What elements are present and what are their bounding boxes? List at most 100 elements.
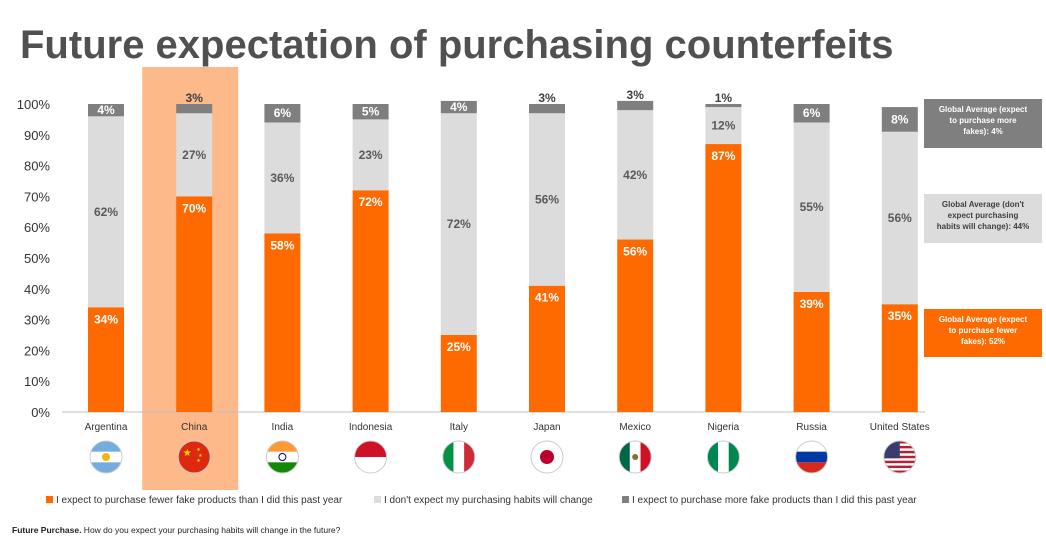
data-label-united-states-series-1: 35%: [888, 309, 912, 323]
category-label: Russia: [796, 422, 827, 433]
flag-band: [795, 451, 828, 463]
data-label-indonesia-series-1: 72%: [359, 195, 383, 209]
bar-china-series-2: [176, 113, 213, 197]
data-label-japan-series-3: 3%: [538, 91, 556, 105]
data-label-china-series-2: 27%: [182, 148, 206, 162]
legend-swatch: [374, 496, 381, 503]
flag-outline: [795, 440, 829, 474]
flag-band: [795, 441, 828, 452]
global-average-box: [924, 309, 1042, 357]
legend-label: I expect to purchase fewer fake products…: [56, 495, 343, 506]
category-label: Mexico: [619, 422, 651, 433]
footnote: Future Purchase. How do you expect your …: [12, 525, 341, 535]
data-label-mexico-series-2: 42%: [623, 168, 647, 182]
bar-russia-series-2: [793, 122, 830, 292]
data-label-nigeria-series-1: 87%: [711, 149, 735, 163]
flag-band: [266, 441, 299, 452]
flag-band: [883, 470, 916, 473]
flag-band: [883, 460, 916, 464]
china-flag-icon: ★ ★★★: [178, 441, 211, 473]
data-label-indonesia-series-2: 23%: [359, 148, 383, 162]
y-tick-label: 80%: [24, 159, 50, 174]
data-label-russia-series-3: 6%: [803, 106, 821, 120]
flag-outline: [265, 440, 299, 474]
bar-nigeria-series-3: [705, 104, 742, 108]
bar-united-states-series-1: [881, 304, 918, 412]
russia-flag-icon: [795, 441, 828, 473]
data-label-india-series-3: 6%: [274, 106, 292, 120]
bar-india-series-3: [264, 104, 301, 123]
flag-star: ★: [196, 458, 201, 464]
bar-mexico-series-1: [617, 239, 654, 412]
bar-china-series-3: [176, 104, 213, 114]
category-labels: Argentina China India Indonesia Italy Japan Me…: [85, 422, 930, 433]
global-average-text: Global Average (don't: [942, 200, 1025, 209]
bar-japan-series-3: [529, 104, 565, 114]
data-label-russia-series-1: 39%: [800, 297, 824, 311]
flag-sun: [540, 450, 554, 464]
bar-italy-series-1: [440, 335, 477, 412]
category-label: Japan: [533, 422, 560, 433]
argentina-flag-icon: [90, 441, 122, 473]
data-label-italy-series-2: 72%: [447, 217, 471, 231]
global-average-text: fakes): 4%: [963, 127, 1003, 136]
flag-outline: [442, 440, 476, 474]
global-average-text: to purchase fewer: [949, 326, 1017, 335]
flag-sun: [102, 453, 110, 461]
flag-band: [728, 441, 740, 473]
y-tick-label: 30%: [24, 313, 50, 328]
legend-swatch: [622, 496, 629, 503]
global-average-text: Global Average (expect: [939, 105, 1028, 114]
data-label-italy-series-3: 4%: [450, 100, 468, 114]
data-label-mexico-series-3: 3%: [627, 88, 645, 102]
bar-united-states-series-3: [881, 107, 918, 132]
footnote-text: How do you expect your purchasing habits…: [81, 525, 340, 535]
global-average-box: [924, 194, 1042, 243]
bar-italy-series-3: [440, 100, 477, 114]
bar-mexico-series-2: [617, 110, 654, 240]
category-label: Argentina: [85, 422, 128, 433]
flag-band: [453, 441, 465, 473]
flag-wheel: [278, 453, 287, 461]
category-label: United States: [870, 422, 930, 433]
data-label-nigeria-series-3: 1%: [715, 91, 733, 105]
data-label-indonesia-series-3: 5%: [362, 105, 380, 119]
global-average-text: habits will change): 44%: [937, 222, 1029, 231]
data-label-russia-series-2: 55%: [800, 200, 824, 214]
bar-indonesia-series-3: [352, 104, 389, 120]
bar-india-series-1: [264, 233, 301, 412]
category-label: China: [181, 422, 208, 433]
flag-star: ★: [196, 447, 201, 453]
data-label-argentina-series-2: 62%: [94, 205, 118, 219]
data-label-japan-series-1: 41%: [535, 291, 559, 305]
flag-band: [442, 441, 454, 473]
flag-band: [178, 441, 211, 473]
bar-mexico-series-3: [617, 100, 654, 111]
data-label-nigeria-series-2: 12%: [711, 119, 735, 133]
y-tick-label: 50%: [24, 251, 50, 266]
category-label: Italy: [450, 422, 468, 433]
bar-united-states-series-2: [881, 131, 918, 305]
data-label-argentina-series-1: 34%: [94, 312, 118, 326]
data-label-india-series-1: 58%: [270, 238, 294, 252]
legend-swatch: [46, 496, 53, 503]
legend-label: I don't expect my purchasing habits will…: [384, 495, 593, 506]
data-label-united-states-series-2: 56%: [888, 211, 912, 225]
bar-russia-series-3: [793, 104, 830, 123]
global-average-text: expect purchasing: [948, 211, 1019, 220]
data-label-italy-series-1: 25%: [447, 340, 471, 354]
bar-argentina-series-2: [88, 116, 124, 308]
italy-flag-icon: [442, 441, 475, 473]
y-tick-label: 60%: [24, 220, 50, 235]
flag-outline: [706, 440, 740, 474]
category-label: Indonesia: [349, 422, 393, 433]
data-label-mexico-series-1: 56%: [623, 245, 647, 259]
y-tick-label: 10%: [24, 374, 50, 389]
flag-outline: [354, 440, 388, 474]
bar-india-series-2: [264, 122, 301, 234]
y-tick-label: 40%: [24, 282, 50, 297]
bar-russia-series-1: [793, 291, 830, 412]
data-label-china-series-3: 3%: [186, 91, 204, 105]
y-tick-label: 20%: [24, 343, 50, 358]
